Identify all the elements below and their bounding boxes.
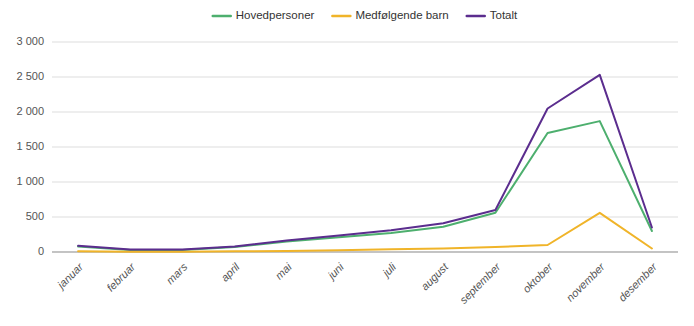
- x-tick-label: mars: [164, 260, 190, 286]
- y-tick-label: 3 000: [16, 35, 44, 47]
- x-tick-label: desember: [616, 260, 660, 304]
- series-line: [78, 121, 652, 250]
- x-tick-label: februar: [104, 260, 138, 294]
- grid-line: [52, 77, 678, 78]
- series-group: [78, 75, 652, 252]
- grid-line: [52, 147, 678, 148]
- legend-label: Totalt: [490, 9, 518, 21]
- x-tick-label: juli: [379, 260, 399, 280]
- x-tick-label: januar: [54, 260, 86, 292]
- background: [0, 0, 694, 326]
- legend-item: Hovedpersoner: [213, 9, 315, 21]
- x-tick-label: november: [564, 260, 608, 304]
- y-tick-label: 500: [26, 210, 44, 222]
- legend-item: Totalt: [467, 9, 518, 21]
- series-line: [78, 75, 652, 250]
- x-tick-label: mai: [273, 260, 294, 281]
- chart: 0 500 1 000 1 500 2 000 2 500 3 000 januar febru…: [0, 0, 694, 326]
- grid-line: [52, 42, 678, 43]
- legend-swatch: [332, 15, 350, 18]
- legend-item: Medfølgende barn: [332, 9, 448, 21]
- y-tick-label: 2 000: [16, 105, 44, 117]
- y-tick-label: 1 500: [16, 140, 44, 152]
- x-tick-label: september: [457, 260, 503, 306]
- y-axis: 0 500 1 000 1 500 2 000 2 500 3 000: [16, 35, 678, 257]
- y-tick-label: 0: [38, 245, 44, 257]
- grid-line: [52, 217, 678, 218]
- legend: Hovedpersoner Medfølgende barn Totalt: [213, 9, 518, 21]
- x-axis: januar februar mars april mai juni juli augusts…: [52, 252, 678, 306]
- legend-label: Hovedpersoner: [236, 9, 315, 21]
- grid-line: [52, 112, 678, 113]
- legend-swatch: [213, 15, 231, 18]
- legend-swatch: [467, 15, 485, 18]
- grid-line: [52, 182, 678, 183]
- y-tick-label: 2 500: [16, 70, 44, 82]
- legend-label: Medfølgende barn: [355, 9, 448, 21]
- x-tick-label: august: [418, 260, 451, 293]
- x-tick-label: april: [218, 260, 242, 284]
- x-tick-label: oktober: [520, 260, 555, 295]
- y-tick-label: 1 000: [16, 175, 44, 187]
- x-tick-label: juni: [324, 260, 346, 282]
